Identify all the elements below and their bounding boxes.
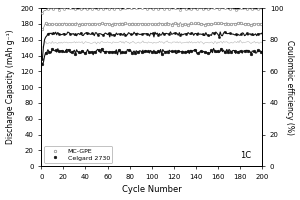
Celgard 2730	[259, 50, 263, 53]
Line: Celgard 2730: Celgard 2730	[41, 47, 262, 65]
MC-GPE	[67, 23, 71, 25]
MC-GPE	[206, 23, 210, 25]
Y-axis label: Discharge Capacity (mAh g⁻¹): Discharge Capacity (mAh g⁻¹)	[6, 30, 15, 144]
X-axis label: Cycle Number: Cycle Number	[122, 185, 182, 194]
Celgard 2730	[134, 52, 137, 54]
MC-GPE	[259, 23, 263, 25]
MC-GPE	[74, 23, 77, 25]
Legend: MC-GPE, Celgard 2730: MC-GPE, Celgard 2730	[44, 146, 112, 163]
MC-GPE	[140, 23, 144, 25]
Celgard 2730	[40, 63, 44, 65]
Text: 1C: 1C	[240, 151, 251, 160]
Celgard 2730	[100, 47, 104, 50]
Celgard 2730	[143, 50, 147, 52]
Celgard 2730	[74, 52, 77, 55]
MC-GPE	[40, 28, 44, 31]
MC-GPE	[130, 22, 134, 25]
MC-GPE	[213, 21, 217, 24]
Line: MC-GPE: MC-GPE	[41, 21, 262, 31]
Y-axis label: Coulombic efficiency (%): Coulombic efficiency (%)	[285, 40, 294, 135]
Celgard 2730	[210, 49, 213, 52]
Celgard 2730	[67, 48, 71, 51]
MC-GPE	[246, 22, 250, 25]
Celgard 2730	[246, 49, 250, 52]
